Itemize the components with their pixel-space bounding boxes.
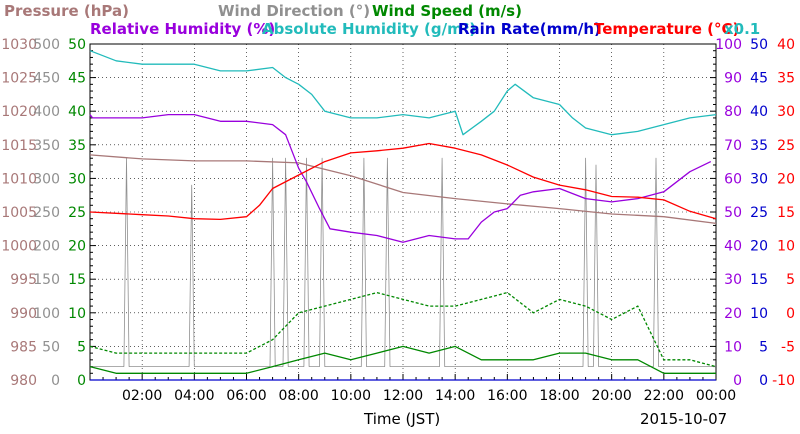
series-absolute-humidity-x0-1-g-m [89, 50, 717, 136]
x-tick-label: 12:00 [383, 388, 423, 404]
y-tick-pressure: 1015 [1, 138, 37, 154]
y-tick-pressure: 1025 [1, 71, 37, 87]
y-tick-wind-speed: 30 [68, 171, 86, 187]
legend-wind-direction: Wind Direction (°) [218, 2, 370, 20]
y-tick-humidity: 40 [724, 239, 742, 255]
y-tick-wind-speed: 0 [77, 373, 86, 389]
y-tick-rain-rate: 40 [750, 104, 768, 120]
y-tick-rain-rate: 5 [759, 339, 768, 355]
x-tick-label: 00:00 [696, 388, 736, 404]
y-tick-temperature: 25 [777, 138, 795, 154]
y-tick-wind-speed: 50 [68, 37, 86, 53]
y-tick-temperature: 20 [777, 171, 795, 187]
x-tick-label: 02:00 [122, 388, 162, 404]
x-axis: 02:00 04:00 06:00 08:00 10:00 12:00 14:00 16:00… [89, 374, 736, 404]
y-tick-pressure: 1020 [1, 104, 37, 120]
y-tick-temperature: 35 [777, 71, 795, 87]
y-tick-temperature: 40 [777, 37, 795, 53]
x-axis-label: Time (JST) [363, 410, 440, 428]
x-tick-label: 22:00 [644, 388, 684, 404]
y-tick-rain-rate: 15 [750, 272, 768, 288]
y-tick-wind-direction: 0 [51, 373, 60, 389]
y-tick-pressure: 1030 [1, 37, 37, 53]
y-tick-temperature: 30 [777, 104, 795, 120]
y-tick-pressure: 980 [10, 373, 37, 389]
y-tick-wind-direction: 100 [33, 306, 60, 322]
y-tick-humidity: 90 [724, 71, 742, 87]
series-relative-humidity [89, 113, 712, 243]
x-tick-label: 20:00 [591, 388, 631, 404]
series-pressure-hpa [89, 154, 717, 225]
x-tick-label: 06:00 [226, 388, 266, 404]
y-tick-humidity: 70 [724, 138, 742, 154]
y-tick-pressure: 985 [10, 339, 37, 355]
y-tick-rain-rate: 50 [750, 37, 768, 53]
y-tick-temperature: -10 [772, 373, 795, 389]
y-tick-rain-rate: 45 [750, 71, 768, 87]
y-tick-humidity: 10 [724, 339, 742, 355]
y-tick-humidity: 0 [733, 373, 742, 389]
y-tick-humidity: 30 [724, 272, 742, 288]
legend-pressure: Pressure (hPa) [4, 2, 129, 20]
y-tick-rain-rate: 35 [750, 138, 768, 154]
x-tick-label: 10:00 [331, 388, 371, 404]
y-tick-humidity: 20 [724, 306, 742, 322]
y-tick-wind-speed: 45 [68, 71, 86, 87]
y-tick-temperature: 10 [777, 239, 795, 255]
y-tick-wind-direction: 400 [33, 104, 60, 120]
x-tick-label: 16:00 [487, 388, 527, 404]
x-tick-label: 18:00 [539, 388, 579, 404]
legend-temperature: Temperature (°C) [594, 20, 739, 38]
x-tick-label: 14:00 [435, 388, 475, 404]
y-tick-pressure: 990 [10, 306, 37, 322]
y-tick-wind-speed: 35 [68, 138, 86, 154]
y-tick-rain-rate: 20 [750, 239, 768, 255]
y-tick-wind-direction: 450 [33, 71, 60, 87]
x-tick-label: 08:00 [278, 388, 318, 404]
y-tick-wind-direction: 150 [33, 272, 60, 288]
y-tick-pressure: 1010 [1, 171, 37, 187]
y-tick-rain-rate: 30 [750, 171, 768, 187]
y-tick-temperature: 0 [786, 306, 795, 322]
y-tick-wind-direction: 300 [33, 171, 60, 187]
y-tick-wind-direction: 50 [42, 339, 60, 355]
y-tick-humidity: 100 [715, 37, 742, 53]
y-tick-humidity: 80 [724, 104, 742, 120]
y-tick-wind-direction: 500 [33, 37, 60, 53]
y-tick-temperature: 15 [777, 205, 795, 221]
x-tick-label: 04:00 [174, 388, 214, 404]
y-tick-rain-rate: 0 [759, 373, 768, 389]
y-tick-rain-rate: 25 [750, 205, 768, 221]
y-tick-wind-direction: 350 [33, 138, 60, 154]
abs-scale-note: x0.1 [724, 20, 760, 38]
y-tick-pressure: 1005 [1, 205, 37, 221]
y-tick-pressure: 1000 [1, 239, 37, 255]
series-temperature-c [89, 142, 717, 221]
series-group [89, 50, 717, 381]
y-tick-wind-speed: 40 [68, 104, 86, 120]
y-tick-humidity: 50 [724, 205, 742, 221]
y-tick-pressure: 995 [10, 272, 37, 288]
y-tick-wind-speed: 20 [68, 239, 86, 255]
y-tick-wind-direction: 250 [33, 205, 60, 221]
series-wind-speed-gust-m-s [89, 291, 717, 368]
y-tick-rain-rate: 10 [750, 306, 768, 322]
y-tick-temperature: 5 [786, 272, 795, 288]
series-wind-direction [90, 157, 716, 368]
legend-rain-rate: Rain Rate(mm/h) [458, 20, 601, 38]
y-tick-wind-direction: 200 [33, 239, 60, 255]
series-wind-speed-m-s [89, 345, 716, 374]
date-label: 2015-10-07 [640, 410, 727, 428]
y-axes: 1030102510201015101010051000995990985980… [1, 37, 795, 389]
y-tick-wind-speed: 15 [68, 272, 86, 288]
legend-absolute-humidity: Absolute Humidity (g/m³) [262, 20, 476, 38]
y-tick-wind-speed: 5 [77, 339, 86, 355]
y-tick-humidity: 60 [724, 171, 742, 187]
legend-wind-speed: Wind Speed (m/s) [372, 2, 522, 20]
y-tick-wind-speed: 25 [68, 205, 86, 221]
y-tick-temperature: -5 [781, 339, 795, 355]
legend-relative-humidity: Relative Humidity (%) [90, 20, 275, 38]
y-tick-wind-speed: 10 [68, 306, 86, 322]
